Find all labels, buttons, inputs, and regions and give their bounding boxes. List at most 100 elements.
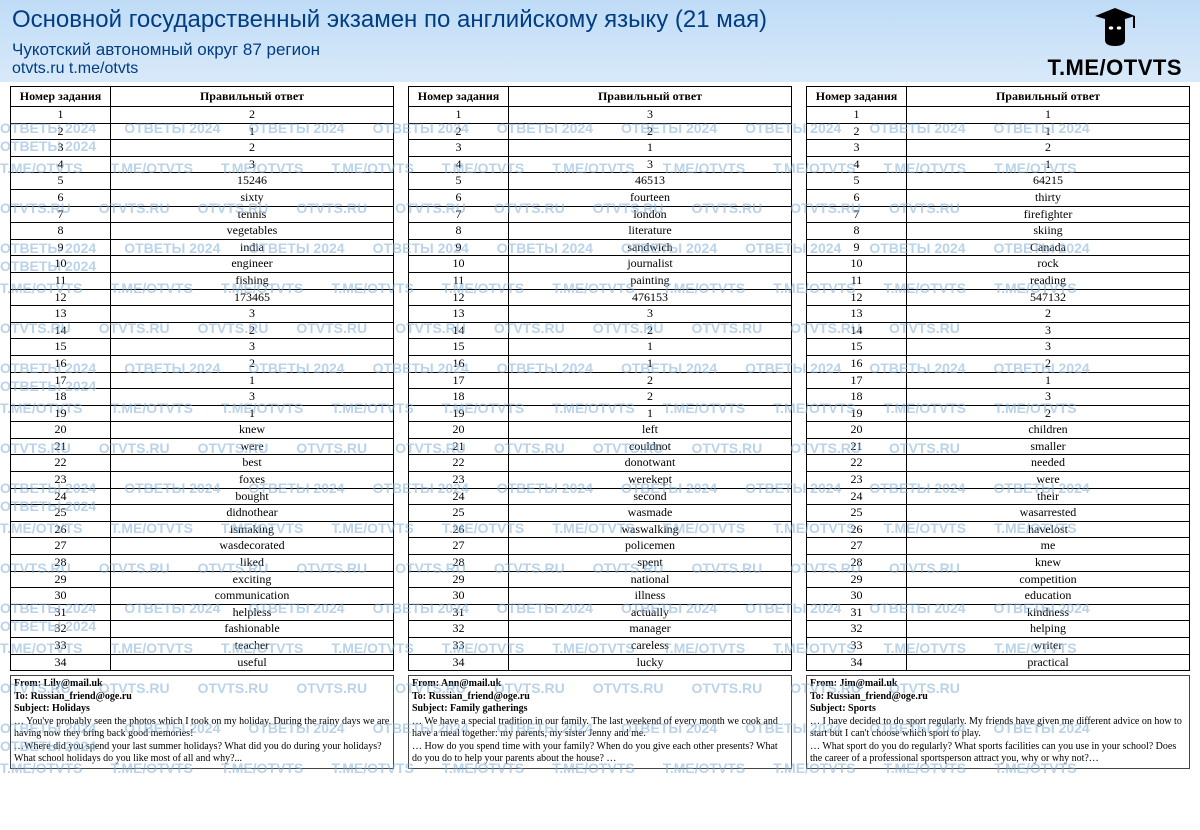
table-row: 30education: [807, 588, 1190, 605]
cell-number: 20: [11, 422, 111, 439]
table-row: 34useful: [11, 654, 394, 671]
cell-answer: india: [111, 239, 394, 256]
cell-number: 13: [409, 306, 509, 323]
answer-table: Номер заданияПравильный ответ11213241564…: [806, 86, 1190, 671]
mail-body1: … We have a special tradition in our fam…: [412, 716, 788, 741]
cell-answer: 3: [907, 322, 1190, 339]
cell-number: 27: [11, 538, 111, 555]
table-row: 20left: [409, 422, 792, 439]
cell-answer: 3: [111, 339, 394, 356]
variant-column: Номер заданияПравильный ответ13223143546…: [408, 86, 792, 769]
cell-number: 31: [807, 604, 907, 621]
cell-number: 5: [11, 173, 111, 190]
cell-answer: 2: [111, 140, 394, 157]
table-row: 30communication: [11, 588, 394, 605]
cell-answer: communication: [111, 588, 394, 605]
col-header-number: Номер задания: [409, 87, 509, 107]
mail-subject: Subject: Holidays: [14, 703, 390, 716]
cell-number: 31: [11, 604, 111, 621]
cell-answer: foxes: [111, 472, 394, 489]
cell-number: 2: [807, 123, 907, 140]
cell-answer: illness: [509, 588, 792, 605]
table-row: 31kindness: [807, 604, 1190, 621]
cell-number: 17: [409, 372, 509, 389]
cell-answer: 2: [907, 306, 1190, 323]
table-row: 22donotwant: [409, 455, 792, 472]
mail-block: From: Lily@mail.ukTo: Russian_friend@oge…: [10, 675, 394, 769]
cell-number: 20: [807, 422, 907, 439]
cell-number: 20: [409, 422, 509, 439]
cell-answer: 2: [509, 322, 792, 339]
mail-subject: Subject: Family gatherings: [412, 703, 788, 716]
cell-answer: donotwant: [509, 455, 792, 472]
cell-answer: 1: [509, 140, 792, 157]
cell-answer: 46513: [509, 173, 792, 190]
mail-body1: … I have decided to do sport regularly. …: [810, 716, 1186, 741]
cell-answer: london: [509, 206, 792, 223]
cell-answer: journalist: [509, 256, 792, 273]
table-row: 143: [807, 322, 1190, 339]
cell-number: 3: [11, 140, 111, 157]
table-row: 9Canada: [807, 239, 1190, 256]
mail-body2: … How do you spend time with your family…: [412, 741, 788, 766]
table-row: 9sandwich: [409, 239, 792, 256]
cell-number: 6: [11, 189, 111, 206]
cell-number: 33: [11, 638, 111, 655]
cell-number: 29: [409, 571, 509, 588]
cell-number: 14: [11, 322, 111, 339]
cell-answer: sixty: [111, 189, 394, 206]
table-row: 183: [11, 389, 394, 406]
cell-number: 25: [11, 505, 111, 522]
table-row: 33careless: [409, 638, 792, 655]
table-row: 26havelost: [807, 521, 1190, 538]
table-row: 26ismaking: [11, 521, 394, 538]
cell-number: 12: [409, 289, 509, 306]
cell-number: 12: [11, 289, 111, 306]
cell-answer: 1: [111, 123, 394, 140]
cell-answer: lucky: [509, 654, 792, 671]
table-row: 8literature: [409, 223, 792, 240]
cell-answer: 2: [509, 123, 792, 140]
logo: T.ME/OTVTS: [1047, 4, 1182, 81]
cell-number: 22: [807, 455, 907, 472]
table-row: 24their: [807, 488, 1190, 505]
table-row: 25wasmade: [409, 505, 792, 522]
table-row: 162: [11, 355, 394, 372]
table-row: 10rock: [807, 256, 1190, 273]
cell-number: 10: [409, 256, 509, 273]
cell-answer: second: [509, 488, 792, 505]
table-row: 31actually: [409, 604, 792, 621]
table-row: 11painting: [409, 272, 792, 289]
cell-answer: me: [907, 538, 1190, 555]
cell-number: 15: [409, 339, 509, 356]
cell-answer: exciting: [111, 571, 394, 588]
cell-answer: reading: [907, 272, 1190, 289]
table-row: 182: [409, 389, 792, 406]
cell-answer: painting: [509, 272, 792, 289]
mail-block: From: Jim@mail.ukTo: Russian_friend@oge.…: [806, 675, 1190, 769]
cell-answer: waswalking: [509, 521, 792, 538]
table-row: 8skiing: [807, 223, 1190, 240]
cell-answer: 1: [907, 123, 1190, 140]
mail-from: From: Jim@mail.uk: [810, 678, 1186, 691]
cell-number: 34: [807, 654, 907, 671]
cell-answer: fashionable: [111, 621, 394, 638]
mail-to: To: Russian_friend@oge.ru: [810, 691, 1186, 704]
cell-number: 5: [409, 173, 509, 190]
cell-answer: 3: [907, 339, 1190, 356]
cell-answer: 2: [111, 107, 394, 124]
table-row: 546513: [409, 173, 792, 190]
table-row: 24second: [409, 488, 792, 505]
table-row: 29exciting: [11, 571, 394, 588]
cell-number: 22: [11, 455, 111, 472]
cell-answer: vegetables: [111, 223, 394, 240]
col-header-answer: Правильный ответ: [111, 87, 394, 107]
cell-number: 19: [807, 405, 907, 422]
cell-number: 8: [807, 223, 907, 240]
cell-answer: spent: [509, 555, 792, 572]
cell-answer: bought: [111, 488, 394, 505]
cell-number: 21: [11, 438, 111, 455]
variant-column: Номер заданияПравильный ответ12213243515…: [10, 86, 394, 769]
cell-number: 2: [11, 123, 111, 140]
table-row: 27me: [807, 538, 1190, 555]
